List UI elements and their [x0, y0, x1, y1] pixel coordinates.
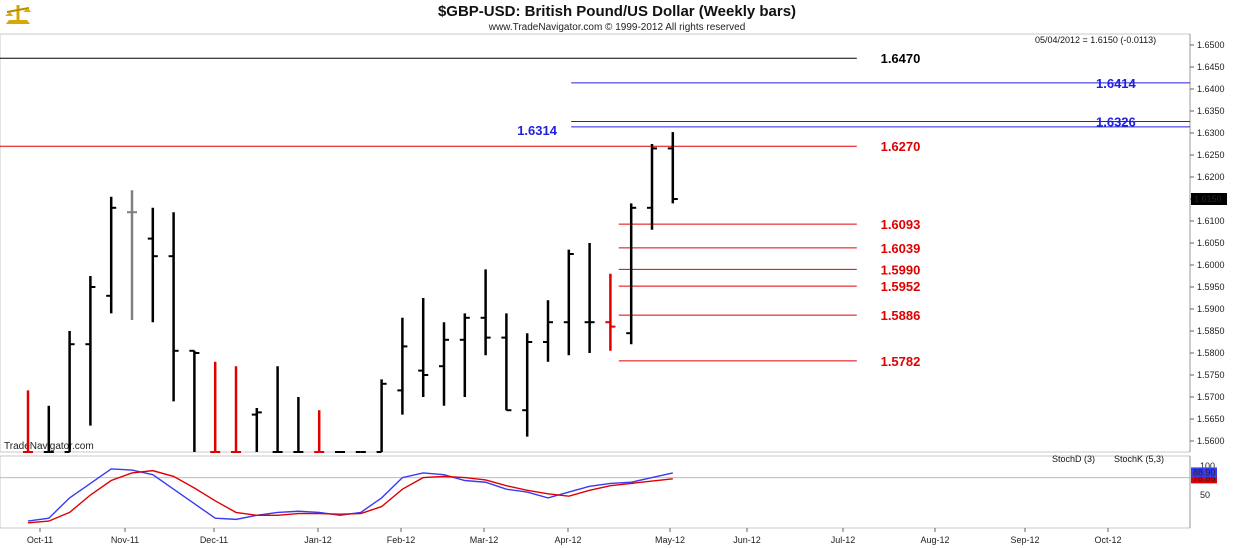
level-label: 1.6414: [1096, 76, 1137, 91]
logo-icon: [5, 5, 31, 24]
stoch-tick-label: 100: [1200, 461, 1215, 471]
chart-subtitle: www.TradeNavigator.com © 1999-2012 All r…: [488, 22, 746, 33]
level-label: 1.6314: [517, 123, 558, 138]
level-label: 1.6326: [1096, 115, 1136, 130]
legend-stoch-k: StochK (5,3): [1114, 454, 1164, 464]
price-tick-label: 1.6450: [1197, 62, 1225, 72]
price-readout: 05/04/2012 = 1.6150 (-0.0113): [1035, 35, 1156, 45]
fibonacci-levels: 1.6470 1.6414 1.6326 1.6314 1.6270 1.6093 1.60…: [0, 51, 1190, 369]
level-label: 1.6093: [881, 217, 921, 232]
price-tick-label: 1.6250: [1197, 150, 1225, 160]
stoch-marker-box: [1191, 473, 1217, 484]
level-label: 1.5886: [881, 308, 921, 323]
level-label: 1.6270: [881, 139, 921, 154]
stoch-marker-label: 88.90: [1193, 467, 1216, 477]
price-tick-label: 1.5650: [1197, 414, 1225, 424]
price-tick-label: 1.5600: [1197, 436, 1225, 446]
last-price-box: [1191, 193, 1227, 205]
x-tick-label: Nov-11: [111, 535, 139, 545]
price-tick-label: 1.6200: [1197, 172, 1225, 182]
stoch-tick-label: 50: [1200, 490, 1210, 500]
x-tick-label: Feb-12: [387, 535, 416, 545]
price-tick-label: 1.6100: [1197, 216, 1225, 226]
price-tick-label: 1.6300: [1197, 128, 1225, 138]
x-tick-label: Apr-12: [554, 535, 581, 545]
price-axis: 1.6500 1.6450 1.6400 1.6350 1.6300 1.6250 1.62…: [1189, 34, 1227, 452]
level-label: 1.5990: [881, 262, 921, 277]
level-label: 1.6470: [881, 51, 921, 66]
price-tick-label: 1.5700: [1197, 392, 1225, 402]
x-tick-label: Jun-12: [733, 535, 761, 545]
level-label: 1.6039: [881, 241, 921, 256]
x-tick-label: Sep-12: [1010, 535, 1039, 545]
stoch-panel-frame: [0, 455, 1191, 529]
stoch-legend: StochD (3) StochK (5,3): [1052, 454, 1164, 464]
x-tick-label: Aug-12: [920, 535, 949, 545]
price-panel-frame: [0, 33, 1191, 453]
legend-stoch-d: StochD (3): [1052, 454, 1095, 464]
stochastic-panel: [0, 468, 1190, 524]
stoch-marker-box: [1191, 467, 1217, 478]
stoch-line: [27, 469, 673, 524]
last-price-label: 1.6150: [1194, 194, 1222, 204]
x-tick-label: Dec-11: [200, 535, 228, 545]
price-tick-label: 1.6000: [1197, 260, 1225, 270]
price-tick-label: 1.5900: [1197, 304, 1225, 314]
price-tick-label: 1.6350: [1197, 106, 1225, 116]
stoch-marker-label: 78.66: [1193, 473, 1216, 483]
x-tick-label: Oct-12: [1094, 535, 1121, 545]
price-tick-label: 1.5750: [1197, 370, 1225, 380]
x-tick-label: May-12: [655, 535, 685, 545]
price-tick-label: 1.6500: [1197, 40, 1225, 50]
price-tick-label: 1.5800: [1197, 348, 1225, 358]
price-tick-label: 1.6050: [1197, 238, 1225, 248]
x-tick-label: Jul-12: [831, 535, 856, 545]
x-tick-label: Mar-12: [470, 535, 499, 545]
level-label: 1.5782: [881, 354, 921, 369]
price-tick-label: 1.5850: [1197, 326, 1225, 336]
x-axis: Oct-11 Nov-11 Dec-11 Jan-12 Feb-12 Mar-12 Apr-…: [27, 528, 1122, 545]
price-tick-label: 1.6400: [1197, 84, 1225, 94]
price-bars: [23, 132, 678, 453]
x-tick-label: Oct-11: [27, 535, 53, 545]
level-label: 1.5952: [881, 279, 921, 294]
price-tick-label: 1.5950: [1197, 282, 1225, 292]
x-tick-label: Jan-12: [304, 535, 332, 545]
chart-title: $GBP-USD: British Pound/US Dollar (Weekl…: [438, 3, 796, 20]
